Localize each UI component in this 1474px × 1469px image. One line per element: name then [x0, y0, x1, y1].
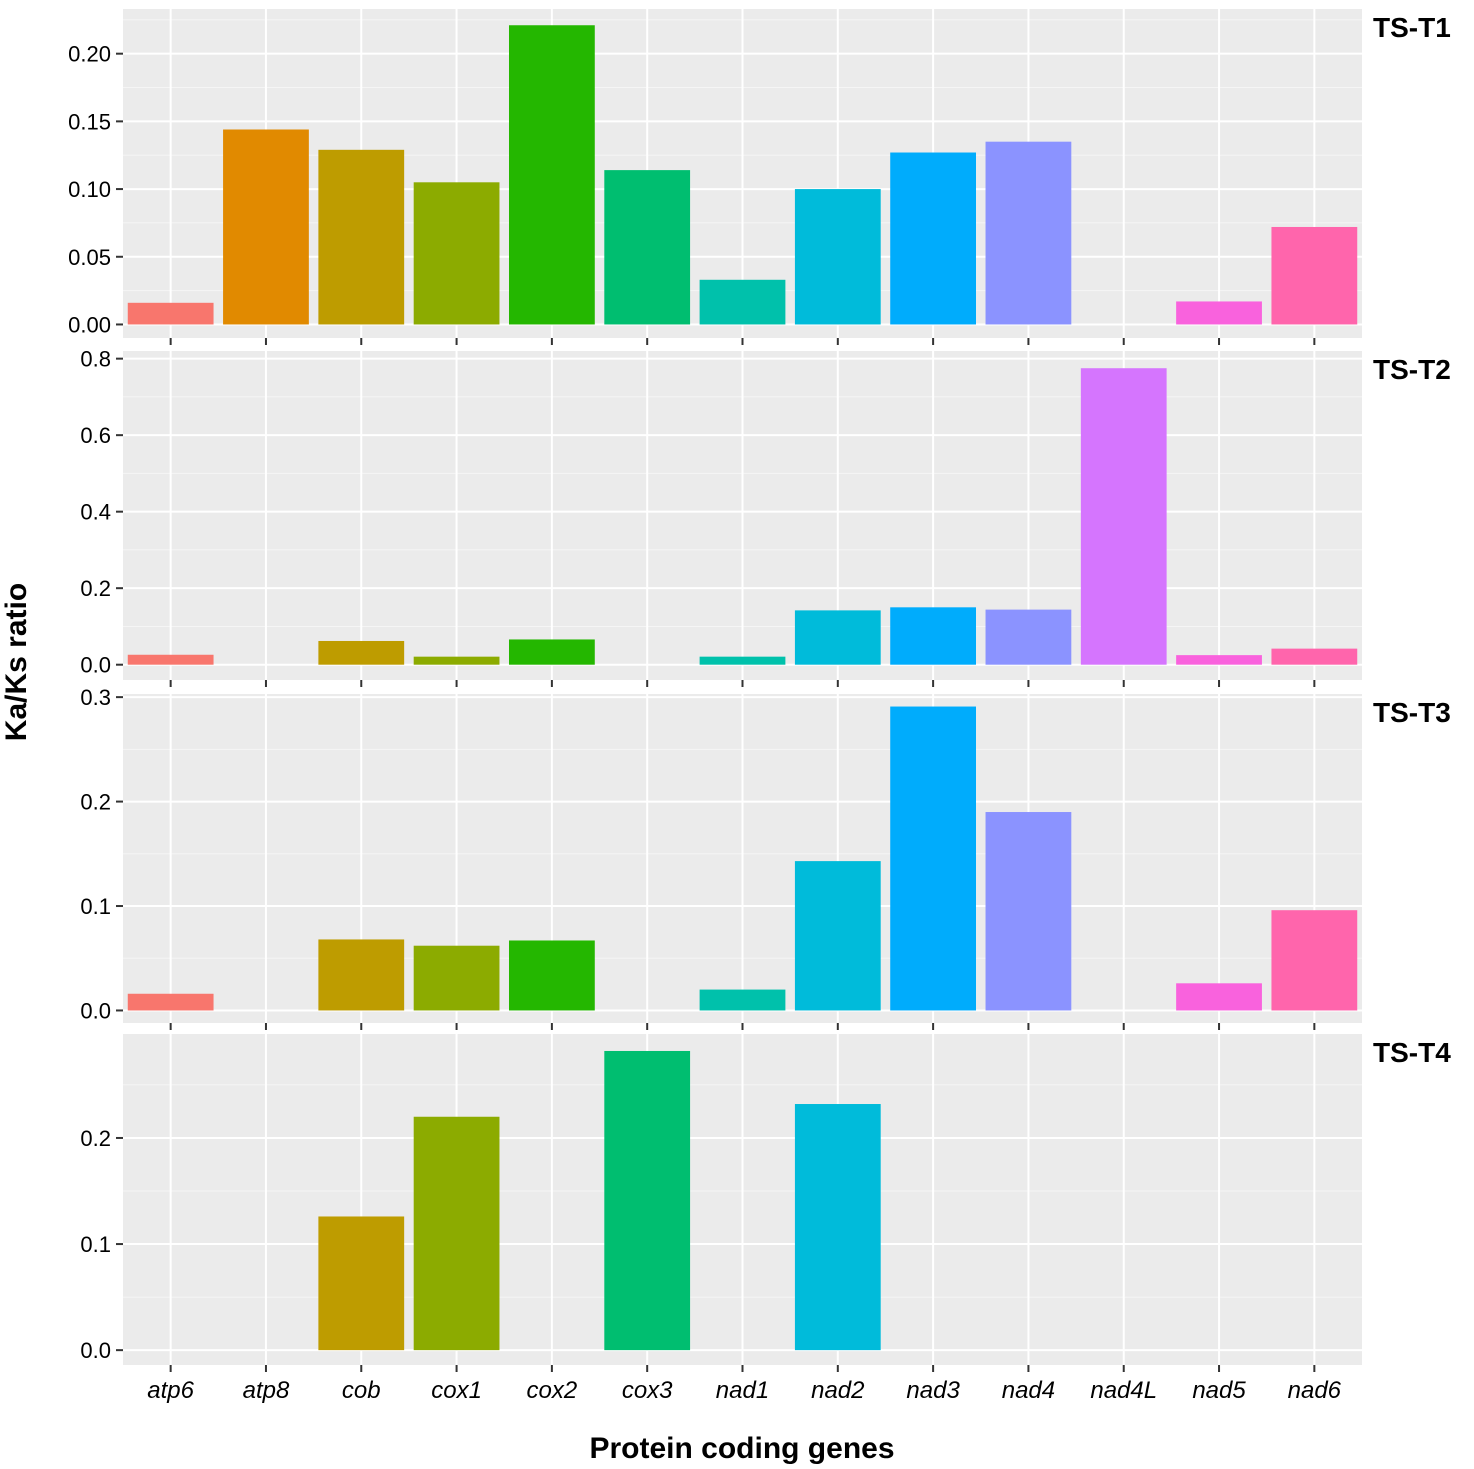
- y-tick-label: 0.3: [80, 685, 111, 710]
- x-axis-title: Protein coding genes: [589, 1432, 894, 1465]
- x-tick-label-atp6: atp6: [147, 1377, 194, 1404]
- facet-label: TS-T4: [1373, 1037, 1451, 1068]
- bar-TS-T2-atp6: [127, 654, 214, 665]
- bar-TS-T2-nad4L: [1080, 368, 1167, 665]
- x-tick-label-nad2: nad2: [811, 1377, 864, 1404]
- bar-TS-T2-nad3: [890, 607, 977, 665]
- bar-TS-T3-nad3: [890, 706, 977, 1011]
- y-tick-label: 0.2: [80, 576, 111, 601]
- bar-TS-T4-cob: [318, 1216, 405, 1351]
- bar-TS-T4-nad2: [794, 1104, 881, 1351]
- bar-TS-T1-nad3: [890, 152, 977, 325]
- bar-TS-T1-nad5: [1176, 301, 1262, 325]
- bar-TS-T1-cox1: [413, 182, 500, 325]
- x-tick-label-nad1: nad1: [716, 1377, 769, 1404]
- bar-TS-T1-nad1: [699, 279, 786, 325]
- bar-TS-T1-nad6: [1271, 226, 1358, 325]
- bar-TS-T1-nad2: [794, 189, 881, 325]
- x-tick-label-cob: cob: [342, 1377, 381, 1404]
- y-tick-label: 0.4: [80, 500, 111, 525]
- bar-TS-T2-cox2: [508, 639, 595, 665]
- bar-TS-T2-cox1: [413, 656, 500, 665]
- y-tick-label: 0.8: [80, 347, 111, 372]
- y-tick-label: 0.10: [68, 177, 111, 202]
- bar-TS-T4-cox1: [413, 1116, 500, 1351]
- y-tick-label: 0.00: [68, 312, 111, 337]
- bar-TS-T1-atp6: [127, 302, 214, 325]
- x-tick-label-cox3: cox3: [622, 1377, 673, 1404]
- y-tick-label: 0.0: [80, 653, 111, 678]
- bar-TS-T3-nad4: [985, 812, 1072, 1011]
- y-tick-label: 0.0: [80, 1338, 111, 1363]
- bar-TS-T1-nad4: [985, 141, 1072, 325]
- y-tick-label: 0.20: [68, 42, 111, 67]
- bar-TS-T2-nad2: [794, 610, 881, 665]
- y-tick-label: 0.2: [80, 1126, 111, 1151]
- bar-TS-T3-cox2: [508, 940, 595, 1011]
- bar-TS-T1-atp8: [223, 129, 309, 325]
- x-tick-label-nad4L: nad4L: [1090, 1377, 1157, 1404]
- y-tick-label: 0.1: [80, 894, 111, 919]
- bar-TS-T1-cox2: [508, 25, 595, 325]
- bar-TS-T2-nad5: [1176, 655, 1262, 665]
- y-tick-label: 0.05: [68, 245, 111, 270]
- x-tick-label-atp8: atp8: [243, 1377, 290, 1404]
- bar-TS-T2-nad6: [1271, 648, 1358, 665]
- bar-TS-T3-nad2: [794, 861, 881, 1011]
- facet-label: TS-T1: [1373, 12, 1451, 43]
- bar-TS-T2-cob: [318, 640, 405, 665]
- bar-TS-T3-nad5: [1176, 983, 1262, 1011]
- bar-TS-T1-cob: [318, 149, 405, 325]
- bar-TS-T3-nad1: [699, 989, 786, 1011]
- bar-TS-T3-cob: [318, 939, 405, 1011]
- x-tick-label-cox2: cox2: [527, 1377, 578, 1404]
- y-tick-label: 0.15: [68, 109, 111, 134]
- bar-TS-T2-nad4: [985, 609, 1072, 665]
- facet-label: TS-T3: [1373, 697, 1451, 728]
- facet-label: TS-T2: [1373, 354, 1451, 385]
- x-tick-label-nad5: nad5: [1192, 1377, 1246, 1404]
- bar-TS-T2-nad1: [699, 656, 786, 665]
- y-tick-label: 0.2: [80, 790, 111, 815]
- bar-TS-T3-cox1: [413, 945, 500, 1011]
- x-tick-label-nad3: nad3: [906, 1377, 960, 1404]
- bar-TS-T3-atp6: [127, 993, 214, 1011]
- x-tick-label-cox1: cox1: [431, 1377, 482, 1404]
- bar-TS-T3-nad6: [1271, 910, 1358, 1011]
- y-tick-label: 0.6: [80, 423, 111, 448]
- x-tick-label-nad4: nad4: [1002, 1377, 1055, 1404]
- bar-TS-T1-cox3: [604, 170, 691, 325]
- y-tick-label: 0.1: [80, 1232, 111, 1257]
- y-axis-title: Ka/Ks ratio: [0, 583, 33, 741]
- y-tick-label: 0.0: [80, 998, 111, 1023]
- bar-TS-T4-cox3: [604, 1050, 691, 1351]
- x-tick-label-nad6: nad6: [1288, 1377, 1342, 1404]
